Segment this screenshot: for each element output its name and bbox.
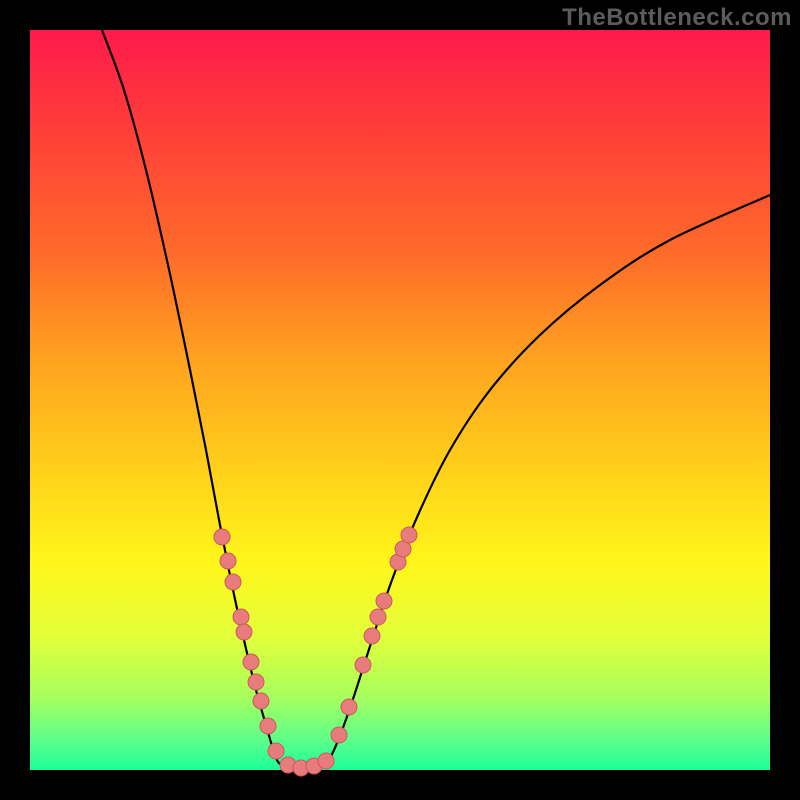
chart-svg-layer bbox=[0, 0, 800, 800]
data-marker bbox=[318, 753, 334, 769]
data-marker bbox=[331, 727, 347, 743]
data-marker bbox=[268, 743, 284, 759]
data-marker bbox=[401, 527, 417, 543]
watermark-text: TheBottleneck.com bbox=[562, 4, 792, 32]
data-marker bbox=[225, 574, 241, 590]
data-marker bbox=[236, 624, 252, 640]
data-marker bbox=[243, 654, 259, 670]
data-marker bbox=[370, 609, 386, 625]
bottleneck-curve bbox=[102, 30, 770, 768]
data-marker bbox=[260, 718, 276, 734]
data-marker bbox=[355, 657, 371, 673]
data-marker bbox=[253, 693, 269, 709]
data-marker bbox=[233, 609, 249, 625]
data-marker bbox=[248, 674, 264, 690]
figure-container: TheBottleneck.com bbox=[0, 0, 800, 800]
data-marker bbox=[214, 529, 230, 545]
data-markers-group bbox=[214, 527, 417, 776]
data-marker bbox=[376, 593, 392, 609]
data-marker bbox=[220, 553, 236, 569]
data-marker bbox=[341, 699, 357, 715]
data-marker bbox=[364, 628, 380, 644]
